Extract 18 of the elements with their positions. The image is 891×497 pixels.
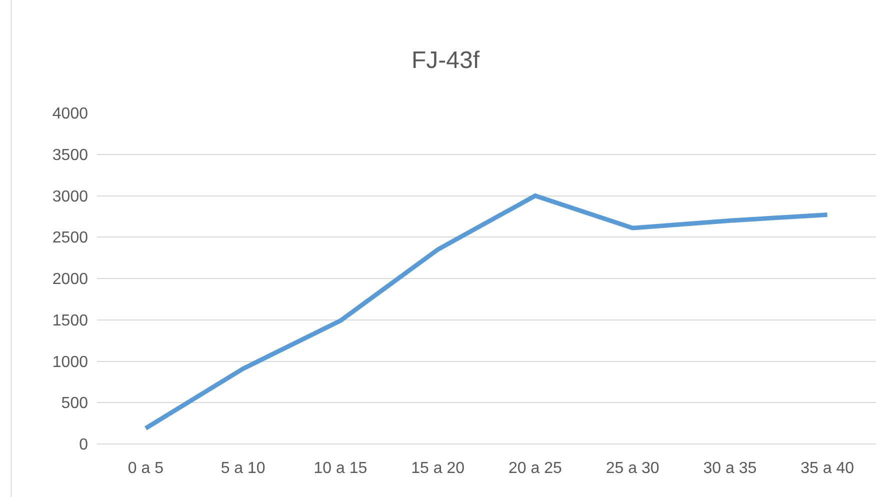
x-tick-label: 20 a 25	[508, 460, 562, 477]
x-tick-label: 35 a 40	[800, 460, 854, 477]
chart-title: FJ-43f	[411, 47, 480, 74]
x-tick-label: 30 a 35	[703, 460, 757, 477]
y-tick-label: 4000	[52, 106, 88, 123]
y-tick-label: 0	[79, 436, 88, 454]
y-tick-label: 3500	[52, 146, 88, 164]
y-tick-label: 500	[61, 395, 88, 412]
x-tick-label: 0 a 5	[128, 460, 164, 477]
y-tick-label: 2500	[52, 230, 88, 247]
x-tick-label: 15 a 20	[411, 460, 465, 477]
y-tick-label: 3000	[52, 188, 88, 206]
y-tick-label: 2000	[52, 271, 88, 288]
y-tick-label: 1500	[52, 312, 88, 330]
x-tick-label: 5 a 10	[220, 460, 266, 477]
y-tick-label: 1000	[52, 354, 88, 371]
x-tick-label: 25 a 30	[606, 460, 660, 477]
x-tick-label: 10 a 15	[314, 460, 368, 477]
